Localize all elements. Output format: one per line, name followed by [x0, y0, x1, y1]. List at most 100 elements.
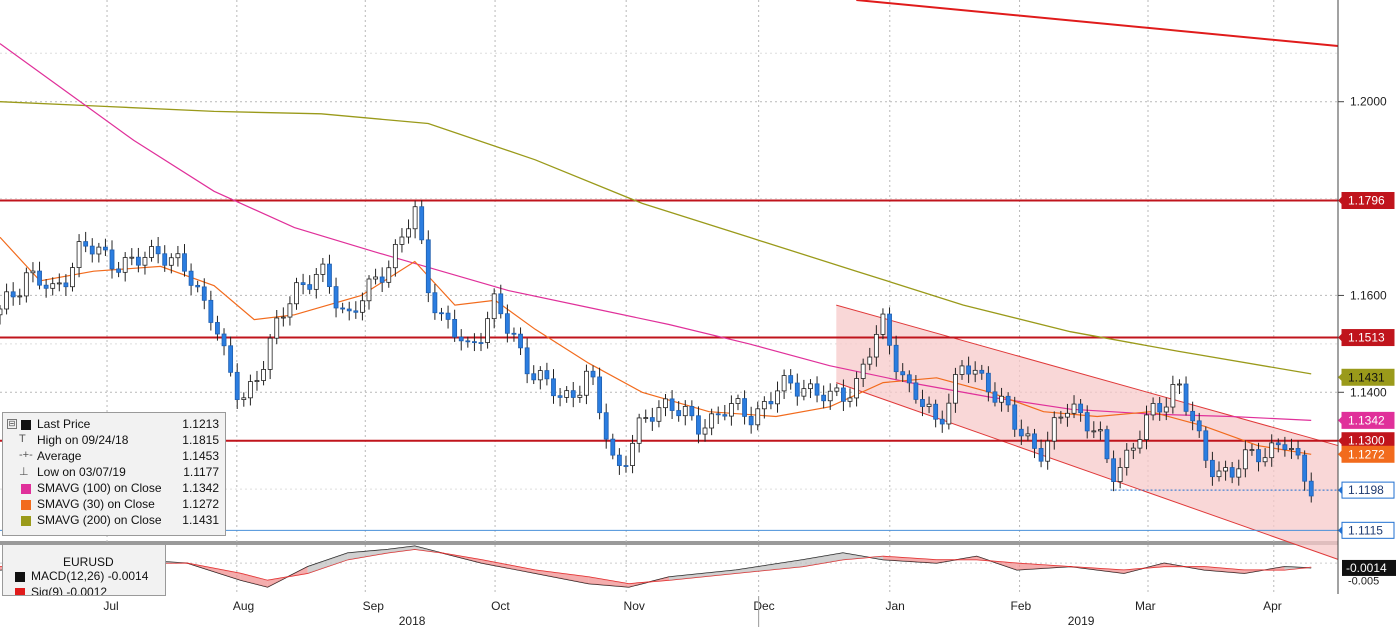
price-tag-pointer: [1338, 416, 1342, 425]
price-tag-pointer: [1338, 333, 1342, 342]
candle-down: [966, 365, 972, 375]
month-label: Dec: [753, 599, 774, 613]
macd-legend-label: MACD(12,26) -0.0014: [31, 569, 149, 583]
candle-up: [953, 374, 958, 404]
candle-up: [847, 397, 853, 402]
macd-histogram-fill: [669, 570, 736, 581]
candle-up: [735, 398, 741, 404]
price-tag-label: 1.1513: [1348, 331, 1385, 345]
candle-down: [195, 284, 201, 288]
macd-histogram-fill: [267, 566, 308, 588]
candle-up: [267, 337, 273, 370]
candle-up: [761, 401, 767, 410]
candle-down: [1256, 449, 1261, 463]
candle-down: [221, 333, 227, 347]
price-axis-label: 1.1400: [1350, 385, 1387, 399]
candle-up: [630, 442, 635, 466]
candle-down: [1078, 403, 1084, 414]
candle-down: [1084, 412, 1090, 432]
candle-up: [728, 403, 734, 417]
year-label: 2019: [1068, 614, 1095, 627]
candle-down: [162, 253, 168, 266]
candle-up: [313, 273, 319, 290]
candle-up: [1216, 470, 1222, 478]
candle-up: [1249, 449, 1255, 451]
candle-up: [808, 383, 813, 390]
candle-down: [432, 292, 438, 314]
candle-up: [1130, 447, 1136, 451]
macd-histogram-fill: [1164, 563, 1205, 570]
legend-swatch: [21, 500, 31, 510]
candle-up: [1045, 440, 1051, 462]
candle-down: [933, 403, 939, 420]
candle-down: [511, 332, 517, 335]
candle-up: [386, 267, 392, 283]
candle-down: [215, 322, 220, 335]
macd-histogram-fill: [481, 559, 536, 574]
candle-down: [985, 372, 991, 393]
legend-row: ⊟ Last Price 1.1213: [3, 417, 225, 433]
month-label: Oct: [491, 599, 510, 613]
candle-up: [168, 257, 174, 266]
price-tag-label: 1.1431: [1348, 370, 1385, 384]
candle-down: [939, 418, 945, 425]
candle-up: [261, 369, 266, 381]
candle-down: [1229, 467, 1235, 478]
candle-down: [676, 410, 682, 417]
candle-up: [412, 206, 418, 230]
candle-down: [10, 291, 16, 298]
macd-histogram-fill: [388, 546, 415, 553]
macd-legend: EURUSD MACD(12,26) -0.0014 Sig(9) -0.001…: [2, 544, 166, 596]
candle-down: [610, 438, 616, 456]
channel-upper-line: [836, 304, 1339, 447]
candle-up: [537, 370, 543, 381]
candle-up: [880, 313, 886, 335]
candle-down: [452, 318, 458, 338]
price-tag-label: 1.1198: [1348, 483, 1384, 497]
candle-down: [43, 284, 49, 289]
legend-label: High on 09/24/18: [37, 433, 129, 447]
candle-down: [900, 371, 906, 376]
candle-up: [50, 283, 56, 289]
legend-collapse-icon[interactable]: ⊟: [7, 419, 17, 429]
sma100-line: [0, 43, 1312, 421]
candle-up: [781, 375, 787, 392]
candle-down: [794, 382, 800, 397]
candle-up: [254, 380, 260, 382]
candle-up: [854, 378, 859, 399]
macd-histogram-fill: [1070, 566, 1124, 574]
candle-up: [287, 303, 293, 318]
candle-down: [1005, 395, 1011, 406]
candle-up: [959, 365, 965, 375]
legend-label: SMAVG (30) on Close: [37, 497, 155, 511]
macd-swatch: [15, 572, 25, 582]
price-tag-label: 1.1796: [1348, 194, 1385, 208]
price-tag-pointer: [1338, 196, 1342, 205]
candle-down: [135, 256, 141, 266]
panel-divider: [0, 541, 1338, 545]
candle-down: [1308, 480, 1314, 497]
candle-up: [584, 370, 589, 396]
candle-up: [1236, 468, 1242, 478]
legend-value: 1.1815: [182, 433, 219, 447]
candle-down: [478, 342, 484, 344]
candle-down: [498, 293, 504, 315]
candle-down: [439, 312, 444, 315]
candle-up: [23, 272, 29, 297]
candle-up: [366, 278, 372, 302]
candle-down: [472, 341, 477, 344]
candle-down: [1275, 442, 1281, 446]
candle-up: [1117, 467, 1123, 483]
candle-down: [83, 241, 89, 247]
legend-symbol-icon: -+-: [19, 449, 33, 461]
candle-down: [979, 369, 985, 374]
candle-up: [406, 228, 411, 238]
time-axis-background: [0, 596, 1396, 627]
candle-down: [788, 375, 794, 384]
signal-legend-row: Sig(9) -0.0012: [3, 585, 165, 595]
candle-down: [1032, 433, 1037, 449]
candle-up: [320, 263, 326, 275]
signal-swatch: [15, 588, 25, 595]
candle-up: [360, 300, 365, 313]
